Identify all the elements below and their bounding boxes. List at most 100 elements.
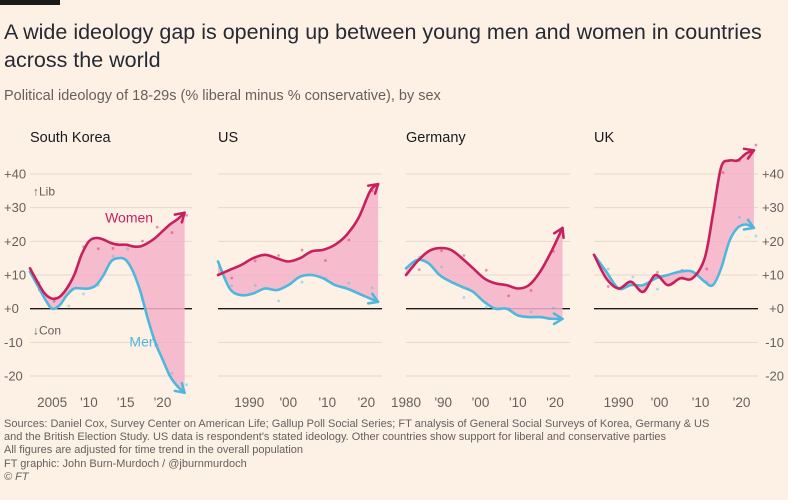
x-tick-label: 2005 — [37, 395, 67, 410]
raw-data-point — [230, 276, 234, 280]
y-tick-label-right: -10 — [765, 335, 784, 350]
y-tick-label-right: +20 — [762, 234, 784, 249]
women-arrowhead — [742, 147, 756, 160]
chart-area: +40 +40 +30 +30 +20 +20 +10 +10 +0 +0 -10 -10 -20 -20… — [4, 130, 784, 410]
gap-area — [30, 212, 185, 393]
raw-data-point — [230, 284, 234, 288]
x-tick-label: '20 — [154, 395, 172, 410]
x-tick-label: '00 — [651, 395, 669, 410]
raw-data-point — [300, 248, 304, 252]
gap-area — [218, 184, 379, 302]
panel-title-us: US — [218, 130, 238, 146]
raw-data-point — [462, 296, 466, 299]
men-arrowhead — [173, 381, 186, 395]
raw-data-point — [277, 254, 280, 257]
raw-data-point — [551, 306, 555, 310]
raw-data-point — [606, 267, 610, 271]
gap-area — [594, 150, 754, 292]
raw-data-point — [631, 275, 635, 279]
raw-data-point — [484, 268, 488, 272]
x-tick-label: '00 — [472, 395, 490, 410]
y-tick-label-left: +10 — [4, 268, 26, 283]
raw-data-point — [754, 143, 758, 147]
raw-data-point — [347, 238, 351, 242]
chart-subtitle: Political ideology of 18-29s (% liberal … — [4, 88, 441, 104]
raw-data-point — [721, 171, 725, 175]
y-tick-label-left: -20 — [4, 369, 23, 384]
y-tick-label-left: +30 — [4, 200, 26, 215]
men-arrowhead — [742, 218, 756, 231]
men-label: Men — [129, 333, 156, 349]
x-tick-label: '10 — [80, 395, 98, 410]
women-line — [592, 149, 756, 294]
raw-data-point — [185, 214, 189, 217]
y-tick-label-right: +30 — [762, 200, 784, 215]
raw-data-point — [300, 280, 304, 284]
y-tick-label-left: +40 — [4, 167, 26, 182]
copyright: © FT — [4, 470, 29, 483]
x-tick-label: 1990 — [604, 395, 634, 410]
raw-data-point — [253, 259, 257, 263]
panel-title-uk: UK — [594, 130, 614, 146]
x-tick-label: '15 — [117, 395, 135, 410]
raw-data-point — [155, 225, 159, 229]
y-tick-label-left: +0 — [4, 301, 19, 316]
women-arrowhead — [366, 182, 380, 195]
raw-data-point — [440, 265, 443, 269]
men-line — [216, 260, 380, 304]
x-tick-label: '10 — [509, 395, 527, 410]
raw-data-point — [754, 234, 758, 238]
x-tick-label: '00 — [279, 395, 297, 410]
x-tick-label: 1990 — [234, 395, 264, 410]
raw-data-point — [253, 284, 257, 287]
brand-bar — [0, 0, 60, 5]
x-tick-label: '10 — [692, 395, 710, 410]
y-tick-label-right: +10 — [762, 268, 784, 283]
x-tick-label: '10 — [319, 395, 337, 410]
women-arrowhead — [173, 211, 186, 224]
y-tick-label-right: +0 — [769, 301, 784, 316]
raw-data-point — [141, 239, 144, 243]
x-tick-label: '20 — [546, 395, 564, 410]
raw-data-point — [705, 267, 709, 271]
raw-data-point — [126, 247, 130, 251]
y-tick-label-right: -20 — [765, 369, 784, 384]
women-line — [404, 226, 564, 290]
chart-title: A wide ideology gap is opening up betwee… — [4, 20, 762, 72]
raw-data-point — [111, 254, 115, 258]
x-tick-label: '20 — [358, 395, 376, 410]
raw-data-point — [170, 231, 174, 234]
raw-data-point — [738, 215, 741, 219]
raw-data-point — [67, 304, 71, 308]
men-arrowhead — [366, 292, 380, 305]
lib-annotation: ↑Lib — [33, 185, 55, 199]
footer: Sources: Daniel Cox, Survey Center on Am… — [4, 418, 784, 484]
x-tick-label: '90 — [434, 395, 452, 410]
raw-data-point — [324, 259, 327, 262]
panel-title-south-korea: South Korea — [30, 130, 112, 146]
men-line — [404, 258, 564, 321]
raw-data-point — [606, 285, 610, 288]
raw-data-point — [96, 247, 100, 251]
women-line — [216, 182, 380, 277]
y-tick-label-left: -10 — [4, 335, 23, 350]
raw-data-point — [507, 294, 511, 298]
y-tick-label-right: +40 — [762, 167, 784, 182]
women-label: Women — [105, 210, 153, 226]
raw-data-point — [462, 254, 466, 257]
x-tick-label: 1980 — [391, 395, 421, 410]
raw-data-point — [52, 299, 56, 303]
raw-data-point — [417, 268, 421, 272]
raw-data-point — [529, 310, 533, 314]
women-arrowhead — [552, 226, 565, 240]
source-note-2: and the British Election Study. US data … — [4, 431, 667, 444]
con-annotation: ↓Con — [33, 323, 61, 337]
raw-data-point — [111, 247, 115, 250]
men-line — [28, 256, 186, 395]
raw-data-point — [656, 270, 659, 274]
raw-data-point — [370, 286, 374, 290]
method-note: All figures are adjusted for time trend … — [4, 444, 304, 457]
raw-data-point — [277, 299, 280, 303]
raw-data-point — [170, 371, 174, 375]
y-tick-label-left: +20 — [4, 234, 26, 249]
